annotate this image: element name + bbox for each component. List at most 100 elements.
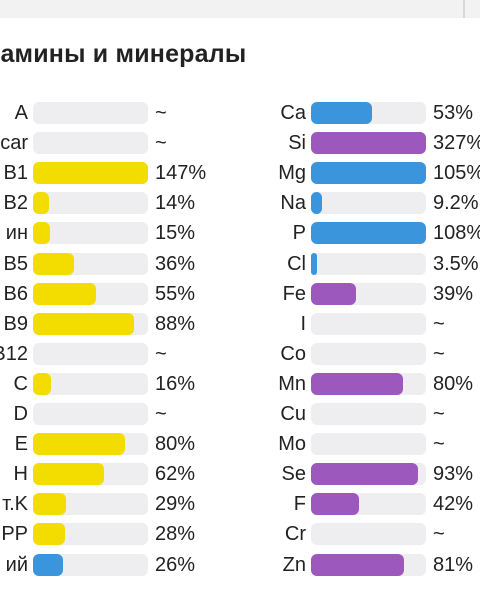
vitamin-value: 28% (155, 523, 196, 546)
vitamin-row-ин: ин 15% (0, 218, 480, 248)
mineral-progress-track (311, 252, 426, 275)
vitamin-progress-track (33, 372, 148, 395)
vitamin-label: ий (5, 553, 28, 576)
mineral-progress-track (311, 372, 426, 395)
mineral-value: ~ (433, 403, 445, 425)
vitamin-label: C (13, 372, 28, 395)
vitamin-progress-fill (33, 463, 105, 486)
vitamin-progress-track (33, 312, 148, 335)
vitamin-value: 14% (155, 192, 196, 215)
mineral-value: 108% (433, 222, 480, 245)
vitamin-label: A (14, 102, 28, 124)
vitamin-progress-fill (33, 553, 63, 576)
vitamin-row-car: car ~ (0, 128, 480, 158)
vitamin-progress-fill (33, 222, 51, 245)
mineral-progress-track (311, 282, 426, 305)
vitamin-value: 16% (155, 372, 196, 395)
vitamin-label: D (13, 403, 28, 425)
vitamin-progress-fill (33, 493, 67, 516)
vitamin-progress-track (33, 222, 148, 245)
mineral-row-p: P 108% (0, 218, 480, 248)
vitamin-label: B9 (3, 312, 28, 335)
vitamin-progress-track (33, 282, 148, 305)
mineral-value: 105% (433, 162, 480, 185)
vitamin-label: PP (1, 523, 28, 546)
vitamin-progress-track (33, 252, 148, 275)
vitamin-row-тk: т.K 29% (0, 489, 480, 519)
mineral-progress-track (311, 312, 426, 335)
mineral-label: Ca (280, 102, 306, 124)
vitamin-row-b9: B9 88% (0, 309, 480, 339)
vitamin-row-b1: B1 147% (0, 158, 480, 188)
mineral-value: ~ (433, 433, 445, 456)
mineral-value: 53% (433, 102, 474, 124)
mineral-value: 42% (433, 493, 474, 516)
mineral-progress-fill (311, 192, 322, 215)
mineral-row-mg: Mg 105% (0, 158, 480, 188)
mineral-row-ca: Ca 53% (0, 98, 480, 128)
mineral-row-na: Na 9.2% (0, 188, 480, 218)
vitamin-value: 88% (155, 312, 196, 335)
vitamin-progress-fill (33, 433, 125, 456)
mineral-row-mn: Mn 80% (0, 369, 480, 399)
vitamin-value: 15% (155, 222, 196, 245)
vitamin-row-b5: B5 36% (0, 249, 480, 279)
vitamin-progress-fill (33, 312, 135, 335)
mineral-label: Mg (278, 162, 306, 185)
vitamin-value: ~ (155, 132, 167, 155)
vitamin-progress-track (33, 403, 148, 425)
vitamin-row-b12: B12 ~ (0, 339, 480, 369)
mineral-progress-fill (311, 132, 426, 155)
vitamin-value: ~ (155, 403, 167, 425)
mineral-label: Mo (278, 433, 306, 456)
mineral-value: 81% (433, 553, 474, 576)
vitamin-row-ий: ий 26% (0, 550, 480, 580)
mineral-progress-fill (311, 282, 356, 305)
mineral-row-mo: Mo ~ (0, 429, 480, 459)
mineral-value: 93% (433, 463, 474, 486)
vitamin-row-pp: PP 28% (0, 519, 480, 549)
vitamin-value: 147% (155, 162, 207, 185)
vitamin-label: H (13, 463, 28, 486)
mineral-label: P (292, 222, 306, 245)
vitamin-row-b2: B2 14% (0, 188, 480, 218)
mineral-progress-track (311, 102, 426, 124)
vitamin-progress-track (33, 553, 148, 576)
vitamin-progress-fill (33, 372, 52, 395)
mineral-label: Co (280, 342, 306, 365)
vitamin-row-b6: B6 55% (0, 279, 480, 309)
mineral-progress-track (311, 192, 426, 215)
vitamin-value: ~ (155, 342, 167, 365)
mineral-value: 9.2% (433, 192, 479, 215)
mineral-label: I (300, 312, 306, 335)
mineral-row-cr: Cr ~ (0, 519, 480, 549)
mineral-progress-track (311, 523, 426, 546)
mineral-progress-fill (311, 493, 360, 516)
vitamin-label: B2 (3, 192, 28, 215)
mineral-value: ~ (433, 342, 445, 365)
vitamin-progress-fill (33, 252, 75, 275)
mineral-row-f: F 42% (0, 489, 480, 519)
vitamin-progress-track (33, 162, 148, 185)
vitamin-progress-track (33, 342, 148, 365)
vitamin-row-h: H 62% (0, 459, 480, 489)
mineral-label: F (293, 493, 306, 516)
mineral-label: Si (288, 132, 306, 155)
mineral-value: 80% (433, 372, 474, 395)
mineral-row-zn: Zn 81% (0, 550, 480, 580)
mineral-label: Mn (278, 372, 306, 395)
mineral-progress-fill (311, 102, 372, 124)
vitamin-progress-fill (33, 192, 50, 215)
page-title: тамины и минералы (0, 40, 247, 68)
mineral-label: Fe (282, 282, 306, 305)
vitamin-label: B6 (3, 282, 28, 305)
mineral-row-co: Co ~ (0, 339, 480, 369)
mineral-progress-track (311, 553, 426, 576)
vitamin-progress-fill (33, 523, 66, 546)
mineral-label: Cr (284, 523, 306, 546)
mineral-progress-track (311, 162, 426, 185)
vitamin-label: E (14, 433, 28, 456)
vitamin-value: 55% (155, 282, 196, 305)
vitamin-progress-track (33, 523, 148, 546)
top-bar (0, 0, 480, 18)
